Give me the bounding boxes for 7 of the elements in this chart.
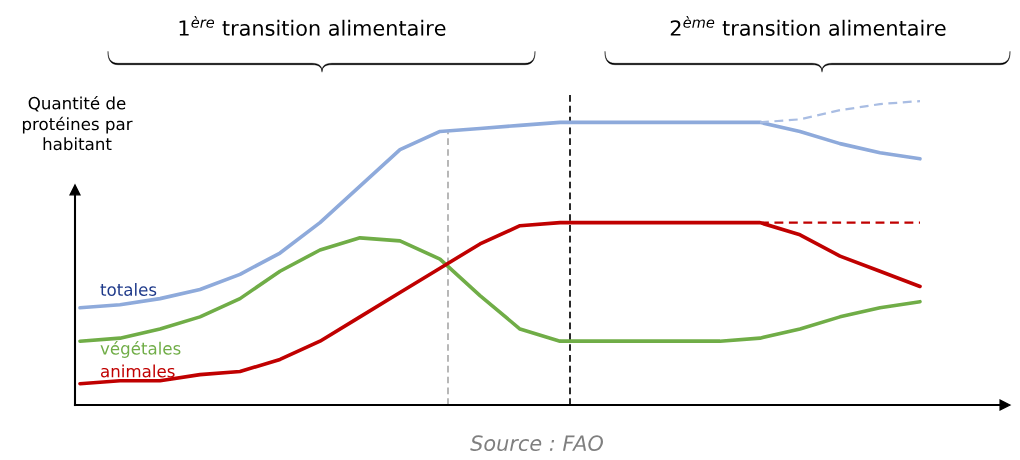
series-label: animales	[101, 364, 175, 378]
source-note: Source : FAO	[470, 435, 604, 452]
series-label: totales	[100, 283, 157, 296]
text: 2$^{ème}$ transition alimentaire	[670, 15, 946, 36]
series-label: végétales	[100, 341, 181, 358]
y-axis-title: Quantité de protéines par habitant	[22, 95, 133, 151]
text: 1$^{ère}$ transition alimentaire	[179, 15, 446, 36]
